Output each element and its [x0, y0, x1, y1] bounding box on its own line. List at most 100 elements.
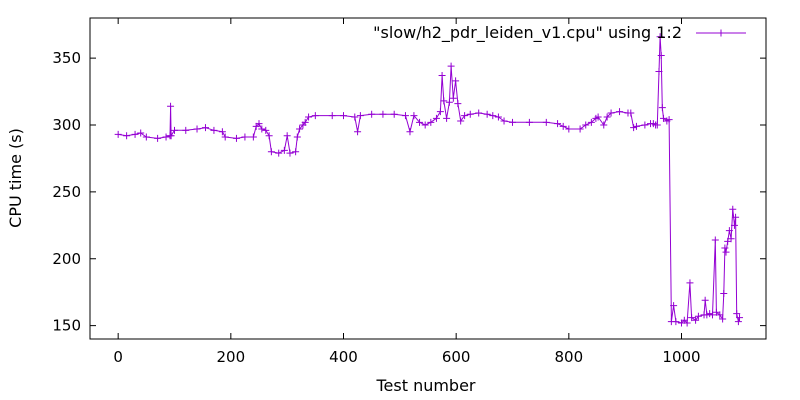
x-axis-label: Test number: [375, 376, 475, 395]
data-point: [683, 319, 691, 327]
data-point: [594, 113, 602, 121]
data-point: [732, 213, 740, 221]
data-point: [483, 110, 491, 118]
data-point: [734, 318, 742, 326]
data-point: [656, 33, 664, 41]
data-point: [500, 117, 508, 125]
x-tick-label: 400: [329, 348, 358, 366]
data-point: [655, 68, 663, 75]
data-point: [657, 51, 665, 59]
data-point: [686, 279, 694, 287]
data-point: [265, 132, 273, 140]
data-point: [154, 134, 162, 142]
data-point: [438, 72, 446, 80]
data-point: [241, 133, 249, 141]
data-point: [445, 98, 453, 106]
data-point: [616, 108, 624, 116]
legend-marker-sample: [717, 29, 725, 37]
data-point: [440, 97, 448, 105]
data-point: [632, 122, 640, 130]
data-point: [542, 118, 550, 126]
data-point: [410, 112, 418, 120]
data-point: [447, 62, 455, 70]
data-point: [162, 133, 170, 141]
data-point: [670, 302, 678, 310]
data-point: [167, 132, 175, 140]
data-point: [354, 128, 362, 136]
data-point: [587, 118, 595, 126]
data-point: [711, 236, 719, 244]
data-point: [201, 124, 209, 132]
data-point: [432, 114, 440, 122]
data-point: [721, 244, 729, 252]
data-point: [221, 133, 229, 141]
data-point: [401, 112, 409, 120]
data-point: [443, 114, 451, 122]
data-point: [210, 126, 218, 134]
data-point: [509, 118, 516, 126]
data-point: [729, 205, 737, 213]
plot-frame: [89, 17, 767, 340]
data-point: [559, 122, 567, 130]
x-tick-label: 200: [217, 348, 246, 366]
data-point: [137, 129, 145, 137]
legend: "slow/h2_pdr_leiden_v1.cpu" using 1:2: [373, 23, 746, 43]
data-point: [582, 121, 590, 129]
data-point: [123, 132, 131, 140]
y-tick-label: 350: [52, 49, 81, 67]
data-point: [461, 112, 469, 120]
data-point: [716, 311, 724, 319]
data-point: [627, 109, 635, 117]
data-point: [475, 109, 483, 117]
data-point: [368, 110, 376, 118]
data-point: [454, 100, 462, 108]
data-point: [457, 117, 465, 125]
data-point: [554, 120, 562, 128]
y-axis-ticks: 150 200 250 300 350: [52, 49, 766, 335]
x-axis-ticks: 0 200 400 600 800 1000: [113, 18, 701, 366]
data-point: [292, 148, 300, 156]
data-point: [736, 314, 744, 322]
data-point: [182, 126, 190, 134]
data-point: [494, 113, 502, 121]
data-point: [131, 130, 139, 138]
data-point: [356, 112, 364, 120]
data-point: [406, 128, 414, 136]
data-point: [730, 221, 738, 229]
data-point: [692, 316, 700, 324]
data-point: [249, 133, 257, 141]
data-point: [525, 118, 533, 126]
data-point: [232, 134, 240, 142]
x-tick-label: 800: [555, 348, 584, 366]
data-point: [466, 110, 474, 118]
data-point: [167, 102, 175, 110]
data-point: [427, 118, 435, 126]
data-point: [603, 113, 611, 121]
data-point: [283, 132, 291, 140]
data-point: [262, 126, 270, 134]
data-point: [436, 108, 444, 116]
data-point: [280, 146, 288, 154]
data-point: [379, 110, 387, 118]
data-point: [701, 296, 709, 304]
series-layer: [114, 33, 744, 327]
data-point: [449, 94, 457, 102]
y-tick-label: 200: [52, 250, 81, 268]
data-point: [600, 121, 608, 129]
data-point: [725, 227, 733, 235]
data-point: [351, 113, 359, 121]
data-point: [301, 118, 309, 126]
data-point: [286, 149, 294, 157]
legend-marker-plus: [717, 29, 725, 37]
data-point: [727, 235, 735, 243]
data-point: [296, 125, 304, 133]
data-point: [305, 113, 313, 121]
data-point: [421, 121, 429, 129]
data-point: [218, 128, 226, 136]
data-point: [390, 110, 398, 118]
data-point: [658, 104, 666, 112]
data-point: [267, 148, 275, 156]
series-line: [118, 36, 740, 324]
y-tick-label: 150: [52, 317, 81, 335]
